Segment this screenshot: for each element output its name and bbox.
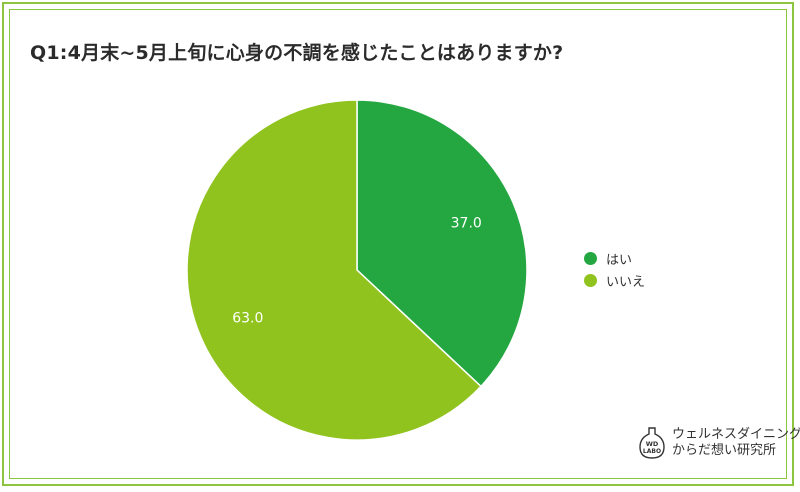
pie-slice-0 [356, 99, 528, 388]
legend: はい いいえ [584, 247, 645, 291]
legend-swatch-yes [584, 251, 597, 265]
data-label-0: 37.0 [451, 216, 482, 232]
brand-logo: WD LABO ウェルネスダイニング からだ想い研究所 [638, 426, 800, 460]
brand-name-line2: からだ想い研究所 [672, 443, 777, 458]
brand-name-line1: ウェルネスダイニング [672, 427, 800, 442]
legend-item-yes: はい [584, 247, 645, 269]
legend-swatch-no [584, 273, 597, 287]
pie-slice-1 [186, 99, 482, 441]
data-label-1: 63.0 [232, 310, 263, 326]
brand-name: ウェルネスダイニング からだ想い研究所 [672, 427, 800, 459]
legend-label-no: いいえ [606, 274, 646, 290]
chart-title: Q1:4月末~5月上旬に心身の不調を感じたことはありますか? [30, 42, 564, 64]
legend-label-yes: はい [606, 252, 633, 268]
legend-item-no: いいえ [584, 269, 645, 291]
flask-logo-icon: WD LABO [638, 426, 666, 460]
inner-border [9, 9, 787, 479]
badge-line2: LABO [643, 448, 661, 455]
outer-border [2, 2, 794, 486]
badge-line1: WD [646, 440, 659, 448]
